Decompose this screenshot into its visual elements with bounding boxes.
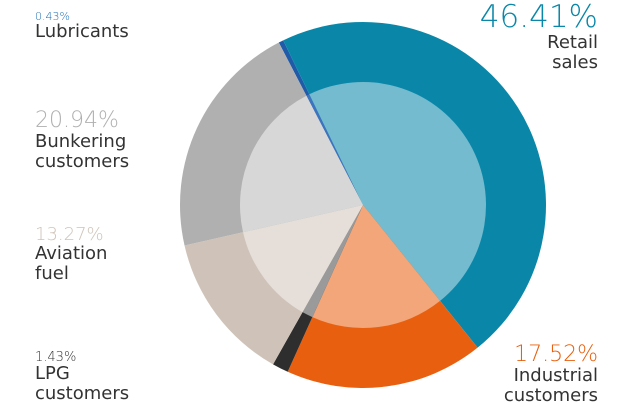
- value-label: 1.43%: [35, 350, 77, 365]
- pie-slice-inner: [240, 95, 363, 233]
- category-label: Aviation fuel: [35, 243, 108, 284]
- category-label: LPG customers: [35, 363, 130, 404]
- slice-label: 17.52% Industrial customers: [400, 344, 598, 406]
- pie-slice-inner: [243, 205, 363, 313]
- value-label: 20.94%: [35, 108, 119, 133]
- pie-slice-inner: [302, 205, 363, 318]
- pie-slice-inner: [306, 94, 363, 205]
- value-label: 13.27%: [35, 224, 104, 245]
- category-label: Retail sales: [547, 32, 598, 73]
- pie-slice-inner: [312, 205, 441, 329]
- slice-label: 0.43% Lubricants: [35, 11, 175, 42]
- value-label: 0.43%: [35, 10, 70, 23]
- value-label: 17.52%: [514, 342, 598, 367]
- category-label: Bunkering customers: [35, 131, 130, 172]
- value-label: 46.41%: [479, 0, 598, 35]
- pie-slice-inner: [309, 82, 486, 301]
- category-label: Lubricants: [35, 21, 129, 42]
- slice-label: 46.41% Retail sales: [400, 2, 598, 73]
- slice-label: 20.94% Bunkering customers: [35, 110, 175, 172]
- slice-label: 13.27% Aviation fuel: [35, 226, 135, 284]
- category-label: Industrial customers: [503, 365, 598, 406]
- slice-label: 1.43% LPG customers: [35, 351, 135, 404]
